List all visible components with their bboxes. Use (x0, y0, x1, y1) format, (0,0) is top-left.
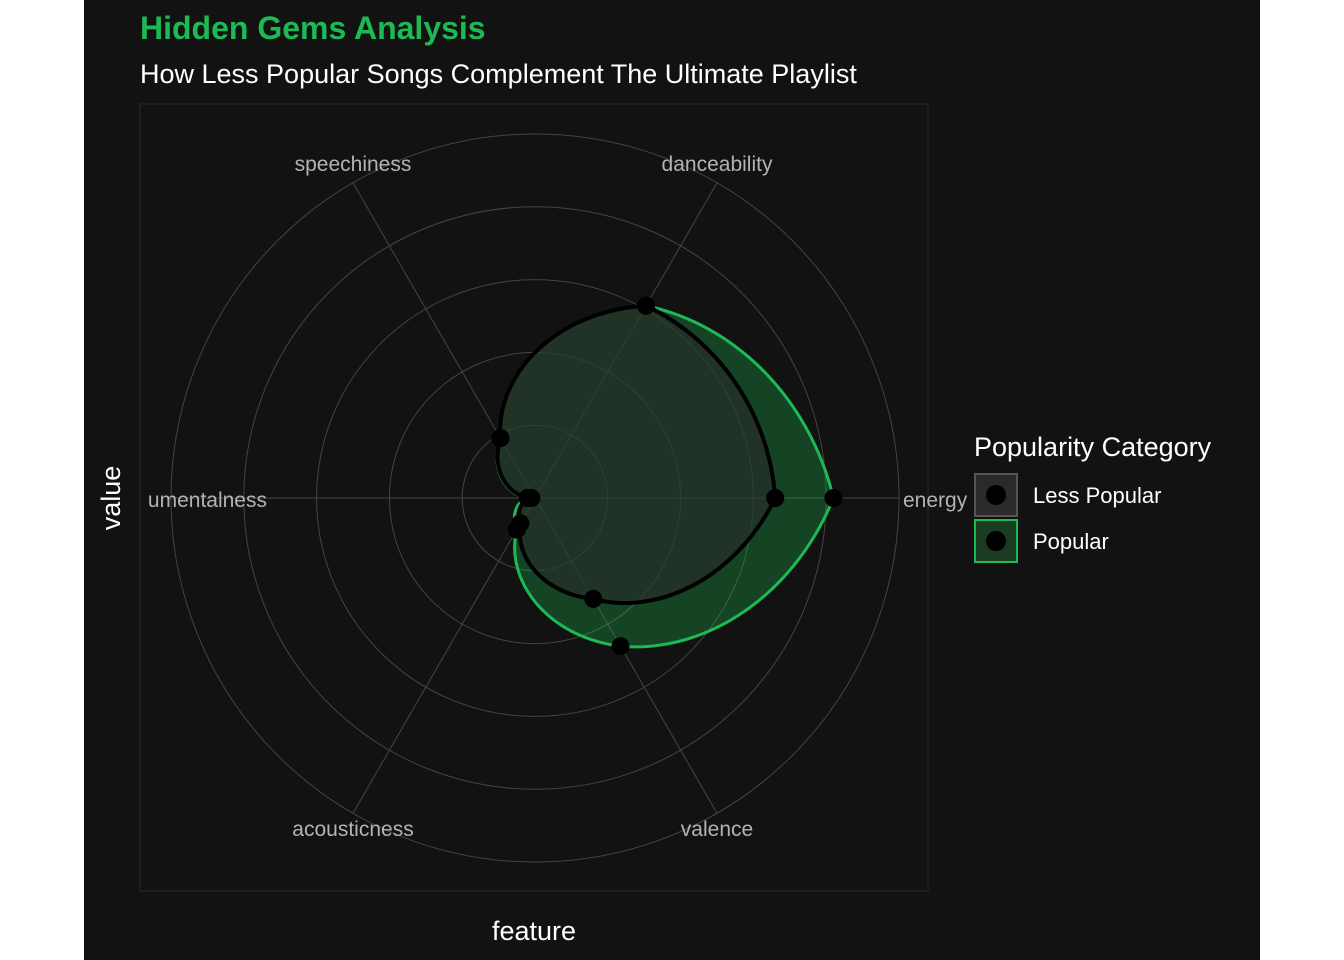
y-axis-label: value (96, 466, 126, 531)
feature-label: acousticness (292, 818, 413, 841)
grid-spoke (352, 497, 536, 814)
data-point-popular (611, 637, 630, 656)
feature-label: energy (903, 489, 968, 512)
feature-label: umentalness (148, 489, 267, 512)
data-point-popular (824, 489, 843, 507)
chart-title: Hidden Gems Analysis (140, 10, 486, 46)
data-point-less-popular (637, 296, 656, 315)
feature-label: speechiness (295, 153, 412, 176)
legend-label: Less Popular (1033, 483, 1161, 508)
legend-key-point (986, 485, 1006, 505)
data-point-less-popular (491, 429, 510, 448)
plot-area: energy danceability speechiness umentalness… (139, 103, 968, 892)
x-axis-label: feature (492, 916, 576, 946)
feature-label: valence (681, 818, 753, 841)
radar-chart: Hidden Gems Analysis How Less Popular So… (96, 10, 1212, 946)
plot-panel (139, 103, 929, 892)
data-point-less-popular (522, 489, 541, 507)
chart-frame: Hidden Gems Analysis How Less Popular So… (84, 0, 1260, 960)
legend: Popularity Category Less Popular Popular (974, 432, 1212, 563)
legend-title: Popularity Category (974, 432, 1212, 462)
legend-key-point (986, 531, 1006, 551)
data-point-less-popular (511, 514, 530, 533)
legend-label: Popular (1033, 529, 1109, 554)
chart-subtitle: How Less Popular Songs Complement The Ul… (140, 59, 857, 89)
data-point-less-popular (584, 589, 603, 608)
data-point-less-popular (766, 489, 785, 507)
feature-label: danceability (662, 153, 773, 176)
